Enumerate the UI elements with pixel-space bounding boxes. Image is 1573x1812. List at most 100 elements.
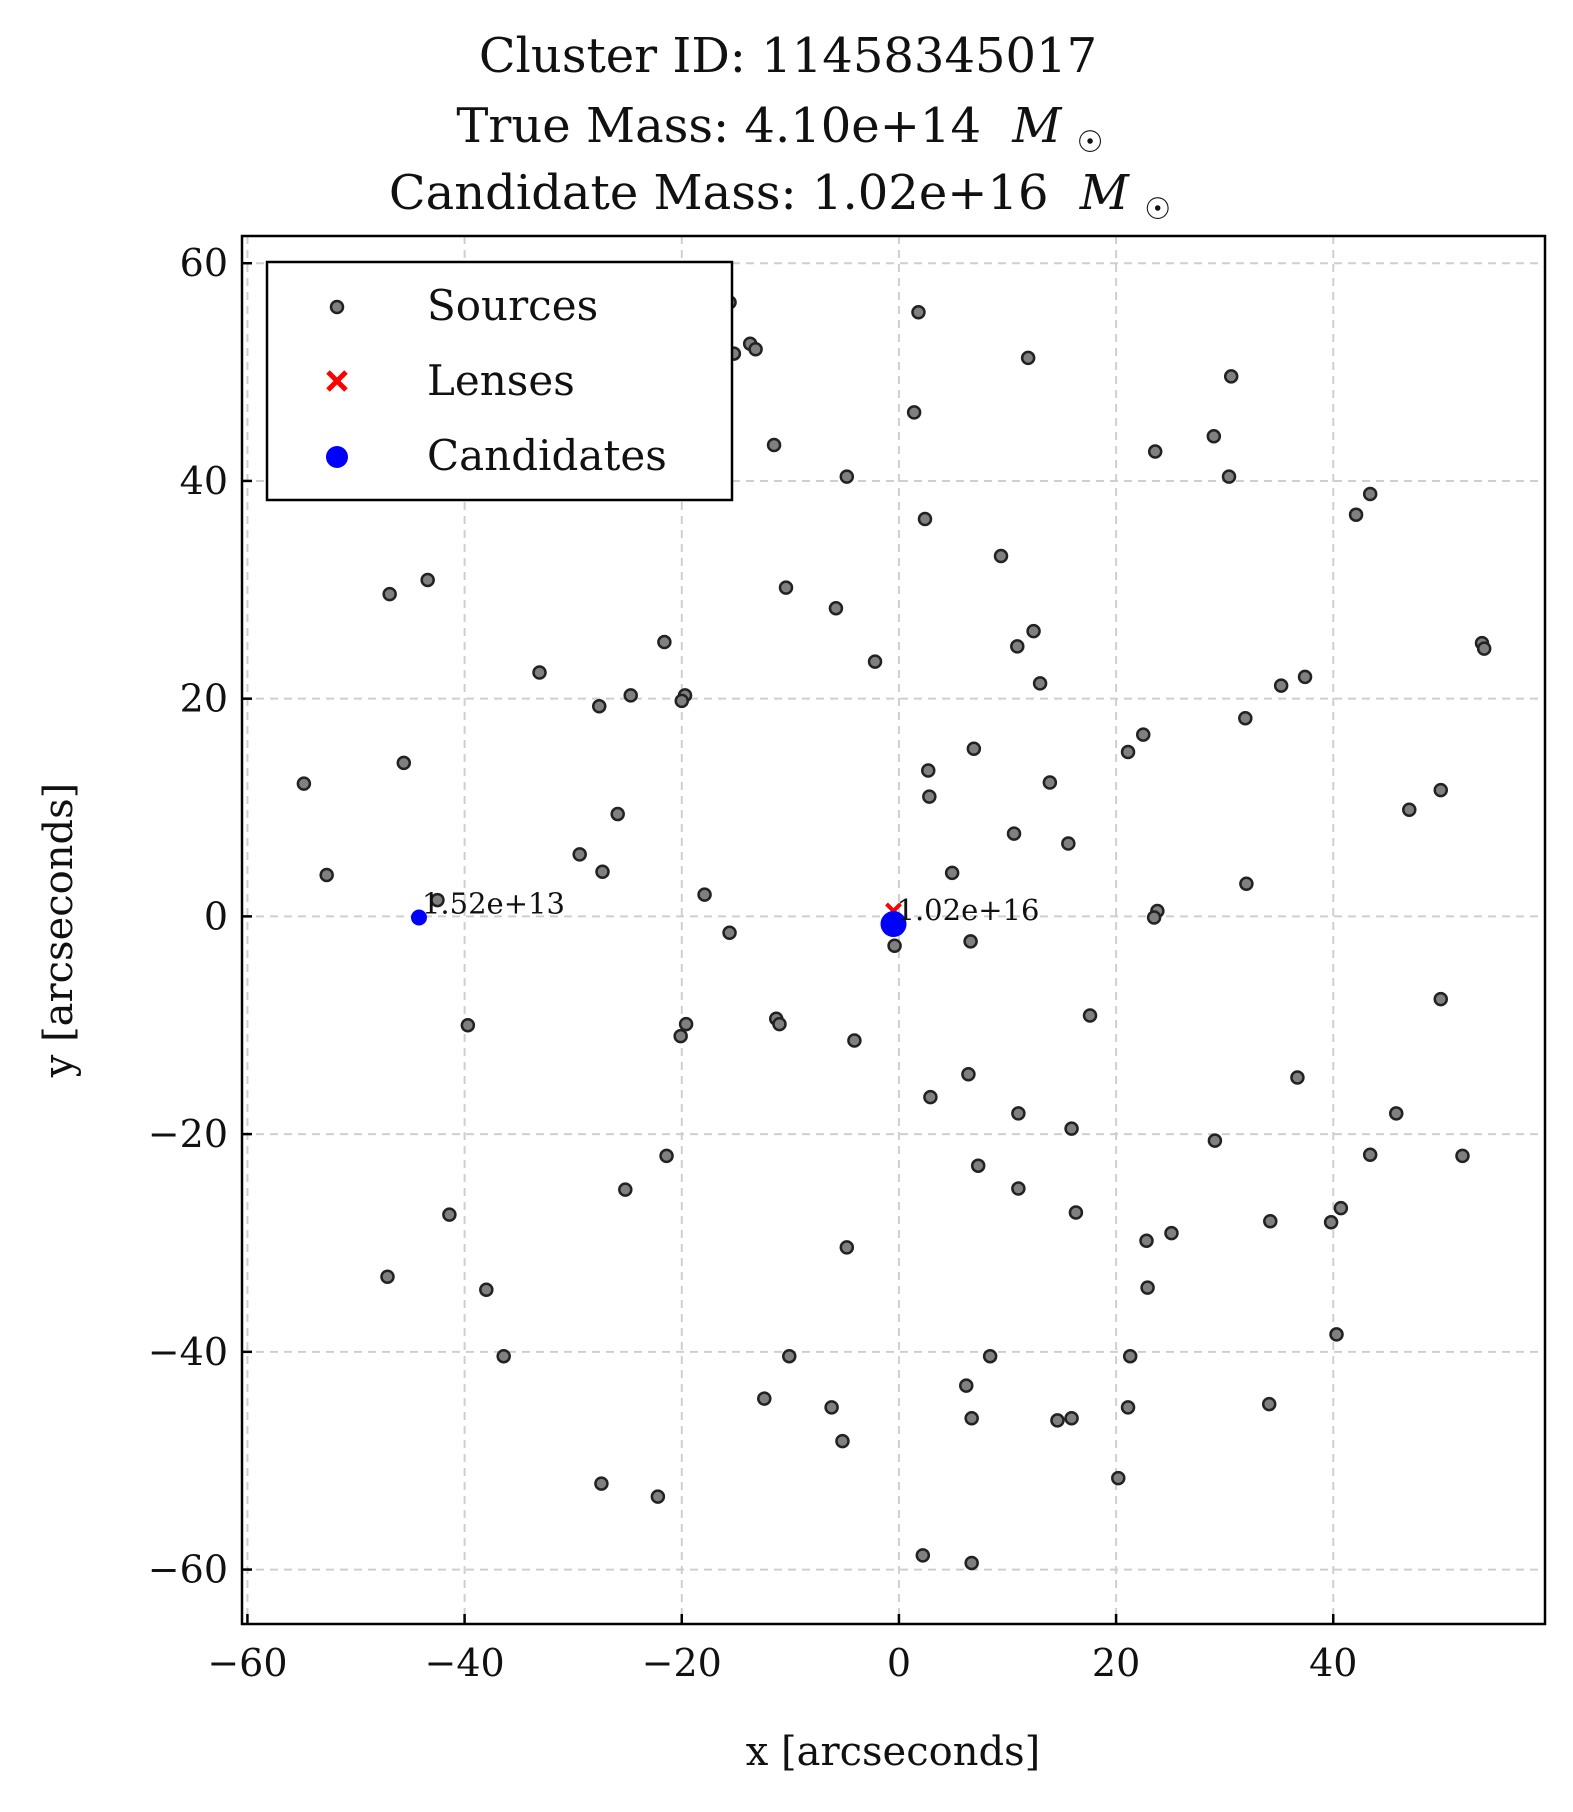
source-point [824,1400,839,1415]
source-point [1010,639,1025,654]
source-point [382,586,397,602]
y-tick-label: 60 [180,241,228,285]
source-point [915,1548,931,1563]
source-point [1146,910,1162,925]
source-point [911,304,926,320]
source-point [993,548,1009,564]
source-point [1135,727,1151,742]
y-tick-label: 0 [204,894,228,938]
source-point [828,601,844,616]
source-point [906,405,922,420]
title-line-1: Cluster ID: 11458345017 [479,28,1097,84]
candidate-mass-label: 1.52e+13 [422,886,565,920]
source-point [1068,1205,1084,1220]
source-point [835,1433,850,1449]
source-point [595,864,610,880]
source-point [1111,1470,1126,1486]
source-point [650,1489,666,1504]
source-point [1120,744,1136,760]
source-point [917,511,933,527]
source-point [920,763,936,778]
source-point [1061,836,1076,851]
source-point [748,341,763,357]
source-point [982,1348,998,1364]
y-tick-label: −20 [148,1112,228,1156]
source-point [1147,444,1163,459]
legend-lenses-marker [326,370,348,392]
source-point [496,1348,511,1364]
y-axis-label: y [arcseconds] [36,783,82,1078]
source-point [623,688,638,703]
x-tick-label: −40 [424,1641,504,1685]
source-point [594,1476,609,1491]
candidate-mass-label: 1.02e+16 [897,893,1040,927]
source-point [1032,676,1048,691]
source-point [1064,1410,1079,1426]
source-point [839,469,855,484]
title-line-2-unit: M [1011,98,1063,154]
source-point [396,755,412,771]
source-point [420,572,435,588]
title-line-2-text: True Mass: 4.10e+14 [456,98,981,154]
source-point [922,789,937,804]
source-point [961,1066,976,1082]
x-tick-label: 40 [1309,1641,1357,1685]
title-line-2: True Mass: 4.10e+14 M ☉ [456,98,1103,160]
source-point [722,925,737,940]
source-point [923,1089,938,1105]
source-point [1042,775,1058,790]
source-point [1329,1327,1344,1342]
source-point [867,654,883,669]
source-point [959,1378,974,1393]
y-tick-label: 20 [180,677,228,721]
source-point [380,1269,395,1284]
source-point [572,847,587,862]
source-point [678,1016,694,1032]
source-point [1348,507,1364,522]
source-point [1140,1280,1155,1295]
x-tick-label: 20 [1092,1641,1140,1685]
source-point [442,1207,457,1222]
source-point [1273,678,1289,693]
source-point [1050,1413,1065,1428]
source-point [1433,991,1449,1007]
source-point [1206,429,1222,444]
source-point [1064,1121,1079,1136]
source-point [697,887,712,902]
source-point [1122,1348,1138,1364]
source-point [673,1028,688,1044]
source-point [970,1158,986,1173]
title-line-3-unit: M [1079,165,1131,221]
candidate-point [410,909,427,926]
legend-sources-marker [329,299,345,315]
source-point [1139,1233,1154,1249]
source-point [1239,876,1254,891]
source-point [296,776,312,791]
legend: Sources Lenses Candidates [265,260,734,502]
title-line-2-sun-symbol: ☉ [1077,125,1104,160]
source-point [1164,1225,1179,1241]
data-points [296,295,1492,1571]
source-point [1263,1213,1278,1229]
source-point [766,437,782,453]
source-point [1011,1106,1026,1121]
source-point [1290,1070,1305,1085]
source-point [757,1391,772,1406]
source-point [1006,826,1022,841]
source-point [674,693,690,709]
source-point [782,1348,797,1364]
source-point [1323,1215,1339,1230]
source-point [1297,669,1313,685]
source-point [1402,802,1417,817]
source-point [1238,711,1253,726]
source-point [772,1016,787,1032]
source-point [839,1240,855,1255]
y-tick-label: 40 [180,459,228,503]
axis-ticks [242,261,1335,1624]
x-tick-label: 0 [887,1641,911,1685]
source-point [966,741,982,756]
chart-title: Cluster ID: 11458345017 True Mass: 4.10e… [389,28,1171,227]
source-point [1362,1147,1378,1163]
